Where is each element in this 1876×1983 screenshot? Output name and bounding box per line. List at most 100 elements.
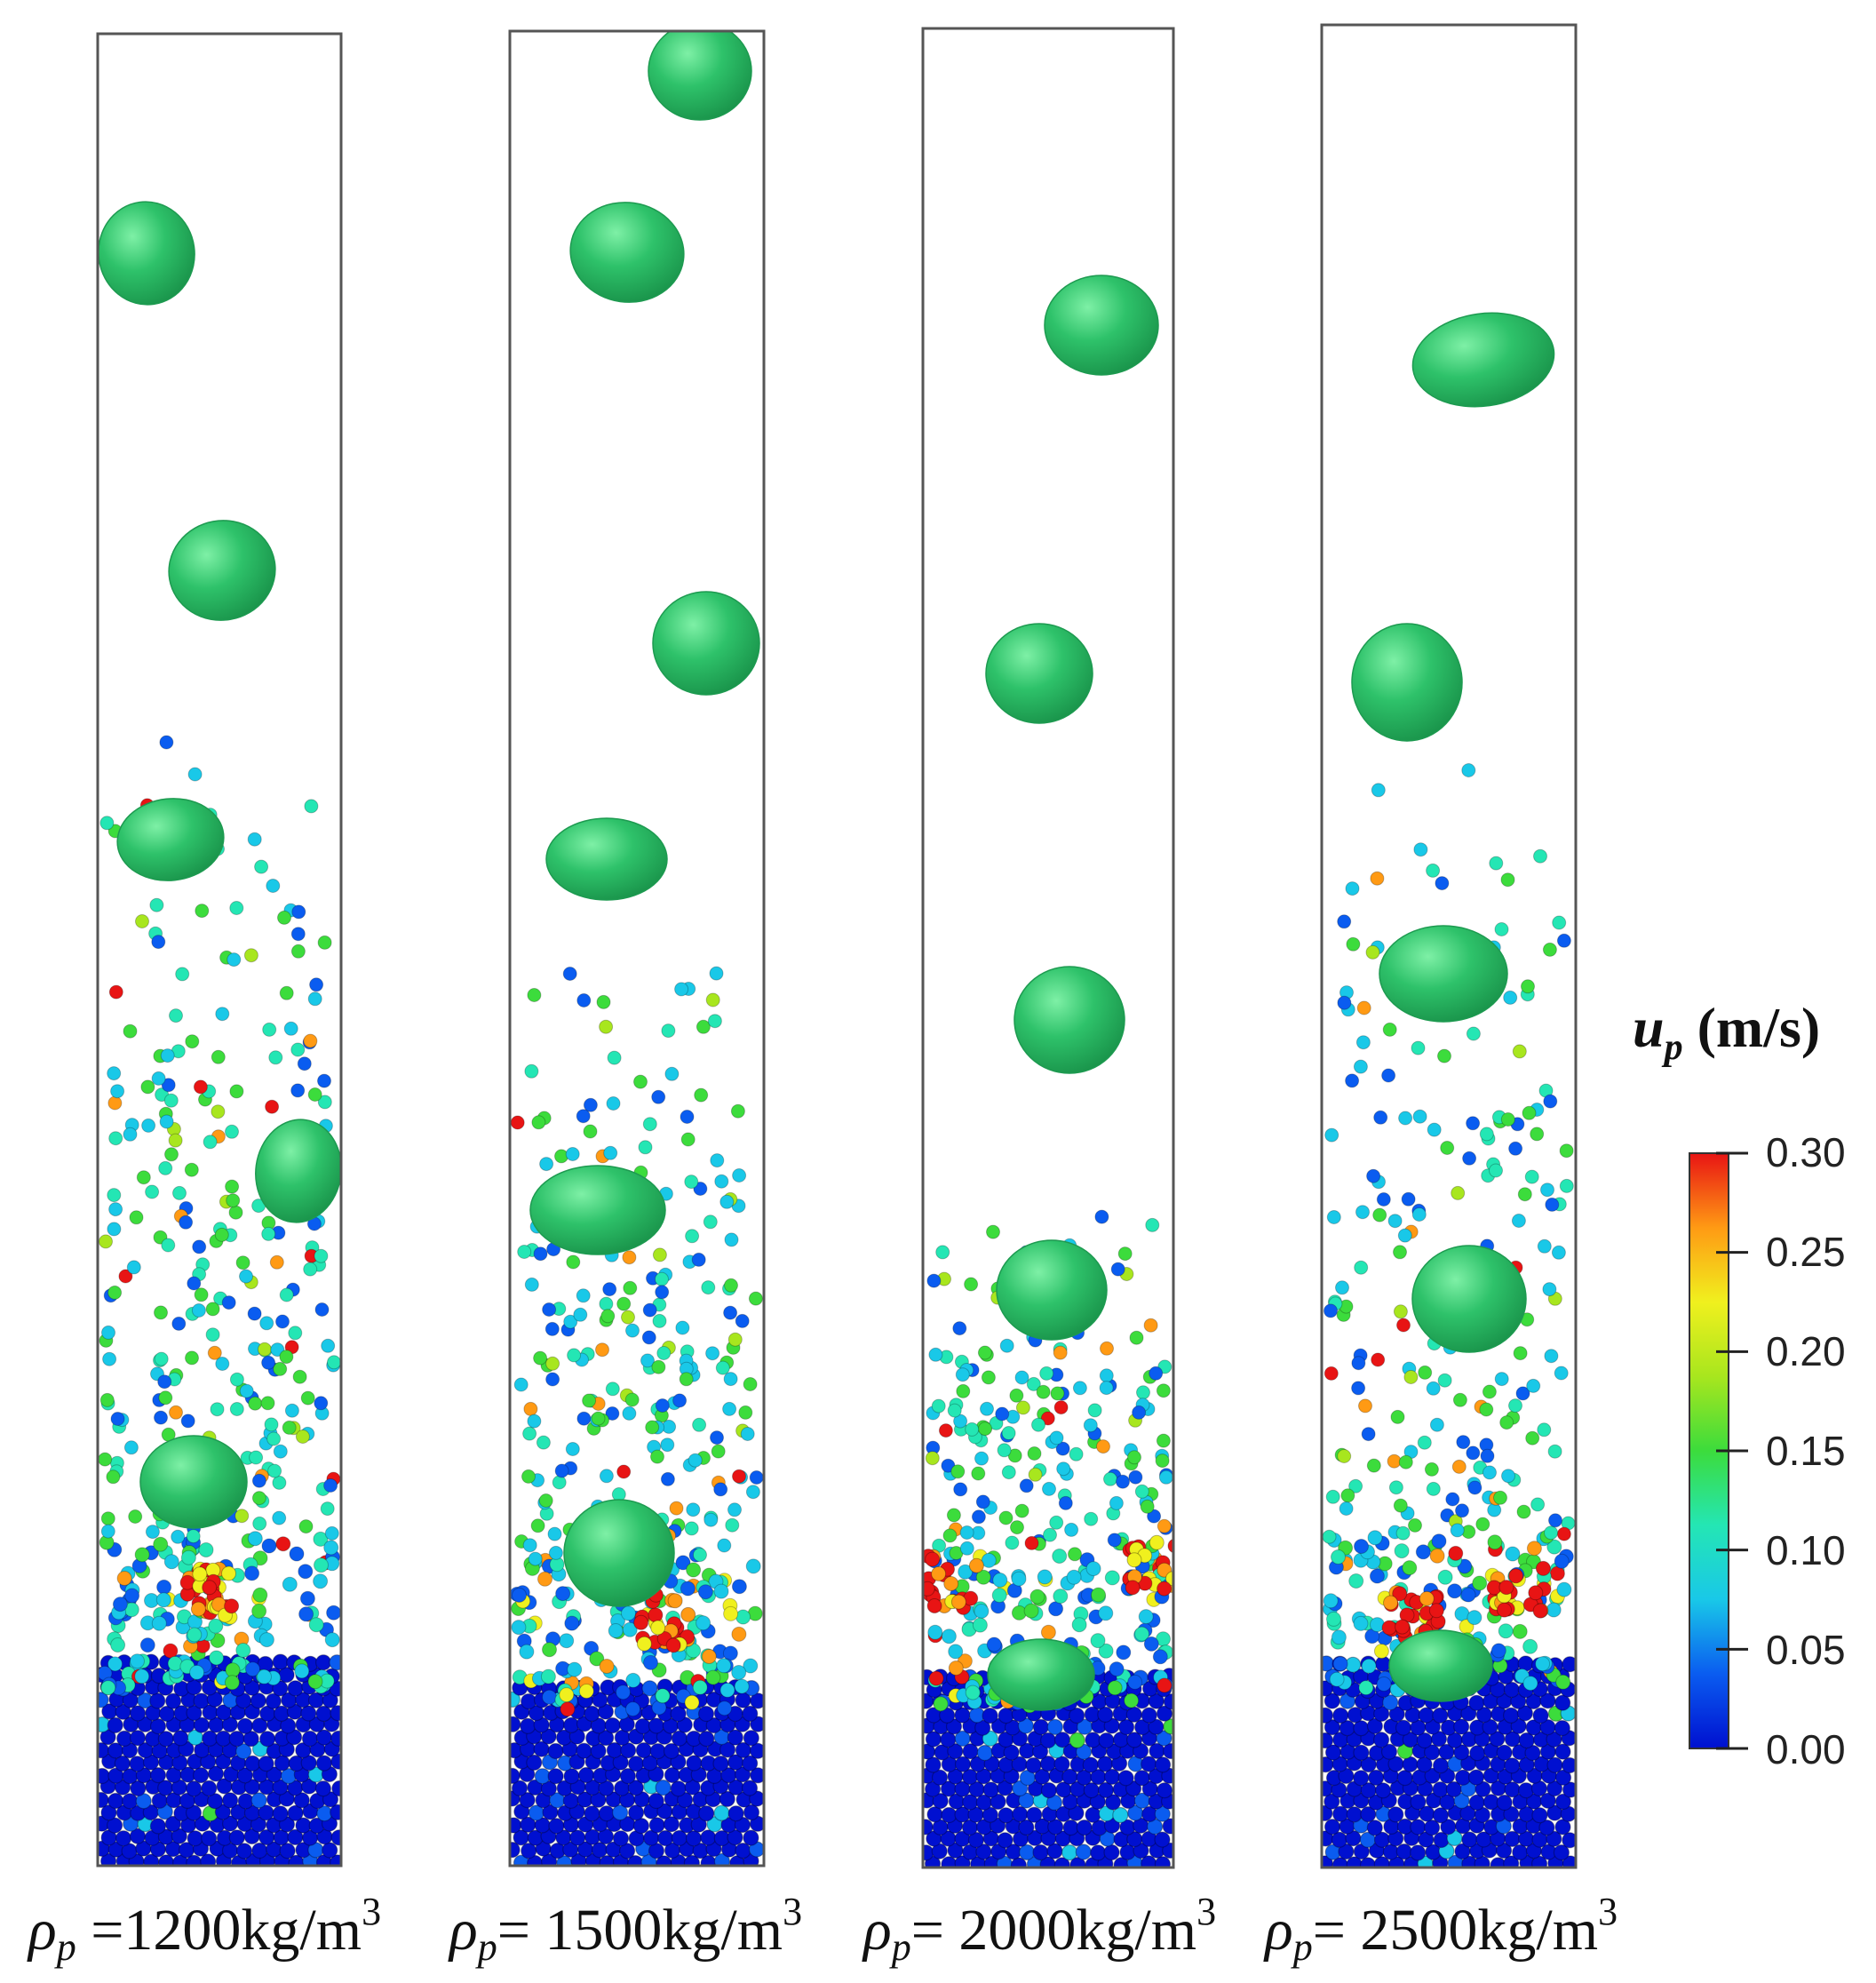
particle: [1370, 871, 1385, 886]
particle: [1127, 1674, 1143, 1690]
bed-particle: [1423, 1820, 1441, 1836]
particle: [948, 1644, 964, 1660]
bed-particle: [641, 1680, 658, 1697]
bed-particle: [1460, 1705, 1477, 1722]
bed-particle: [1141, 1756, 1157, 1772]
bed-particle: [945, 1718, 963, 1735]
particle: [308, 1617, 324, 1633]
particle: [303, 1033, 318, 1048]
particle: [732, 1469, 746, 1484]
particle: [257, 1668, 272, 1684]
particle: [225, 1124, 239, 1139]
particle: [1145, 1217, 1160, 1232]
particle: [151, 1615, 167, 1631]
free-particles: [923, 1209, 1173, 1615]
particle: [1540, 1183, 1554, 1198]
particle: [1023, 1603, 1039, 1619]
column-panel: [96, 32, 343, 1868]
bed-particle: [577, 1766, 595, 1784]
particle: [1542, 1282, 1557, 1297]
colorbar-tick-label: 0.10: [1766, 1527, 1846, 1573]
bed-particle: [1546, 1780, 1563, 1797]
bed-particle: [1163, 1718, 1173, 1735]
particle: [603, 1145, 618, 1160]
bed-particle: [1516, 1705, 1534, 1722]
particle: [1005, 1535, 1020, 1550]
bed-particle: [510, 1817, 522, 1834]
particle: [273, 1361, 288, 1376]
bed-particle: [598, 1729, 615, 1747]
particle: [171, 1529, 186, 1544]
gas-bubble: [168, 520, 276, 621]
bed-particle: [1410, 1819, 1427, 1836]
particle: [980, 1401, 994, 1416]
particle: [624, 1392, 640, 1407]
bubbles: [985, 275, 1159, 1711]
particle: [1371, 1352, 1386, 1367]
particle: [1011, 1571, 1027, 1587]
bed-particle: [611, 1804, 629, 1821]
particle: [672, 1393, 688, 1408]
particle: [950, 1464, 966, 1479]
particle: [215, 1357, 230, 1371]
particle: [749, 1470, 764, 1485]
bed-particle: [1539, 1692, 1556, 1709]
bed-particle: [1495, 1842, 1513, 1859]
particle: [1455, 1503, 1469, 1518]
bed-particle: [1162, 1818, 1173, 1835]
particle: [1156, 1433, 1171, 1448]
particle: [187, 1276, 202, 1291]
particle: [1376, 1676, 1392, 1692]
particle: [1554, 1366, 1569, 1381]
bed-particle: [727, 1729, 743, 1746]
gas-bubble: [98, 201, 195, 306]
bed-particle: [279, 1843, 296, 1860]
particle: [163, 1093, 179, 1108]
particle: [942, 1528, 958, 1543]
particle: [1454, 1606, 1470, 1621]
particle: [545, 1372, 560, 1387]
bed-particle: [698, 1804, 715, 1822]
particle: [1085, 1561, 1101, 1577]
bed-particle: [1011, 1730, 1029, 1747]
bed-particle: [330, 1705, 341, 1722]
particle: [701, 1649, 717, 1664]
bed-particle: [584, 1705, 600, 1723]
bed-particle: [734, 1766, 751, 1783]
bed-particle: [1047, 1819, 1064, 1836]
bed-particle: [1366, 1820, 1383, 1836]
bed-particle: [201, 1780, 218, 1797]
particle: [696, 1019, 711, 1034]
bed-particle: [1554, 1819, 1571, 1836]
bed-particle: [1360, 1805, 1377, 1823]
particle: [1109, 1495, 1124, 1510]
particle: [722, 1401, 737, 1416]
bed-particle: [1546, 1830, 1562, 1847]
particle: [1072, 1381, 1087, 1396]
particle: [731, 1665, 747, 1680]
bed-particle: [599, 1855, 616, 1866]
particle: [576, 1109, 591, 1124]
particle: [208, 1618, 224, 1634]
bed-particle: [974, 1719, 991, 1736]
particle: [1110, 1262, 1125, 1277]
particle: [161, 1078, 176, 1093]
particle: [1482, 1384, 1497, 1399]
particle: [1467, 1610, 1483, 1626]
particle: [623, 1280, 638, 1295]
bed-particle: [1075, 1844, 1092, 1860]
particle: [235, 1255, 250, 1270]
particle: [679, 1372, 694, 1387]
column-contents: [1322, 312, 1576, 1868]
bed-particle: [215, 1753, 232, 1770]
bed-particle: [1154, 1805, 1171, 1822]
particle: [149, 897, 164, 912]
particle: [1394, 1543, 1410, 1559]
particle: [1402, 1560, 1418, 1576]
particle: [317, 1095, 332, 1110]
particle: [1388, 1480, 1403, 1495]
gas-bubble: [996, 1239, 1108, 1341]
columns-layer: [96, 23, 1578, 1869]
particle: [952, 1321, 967, 1336]
particle: [1530, 1127, 1545, 1142]
